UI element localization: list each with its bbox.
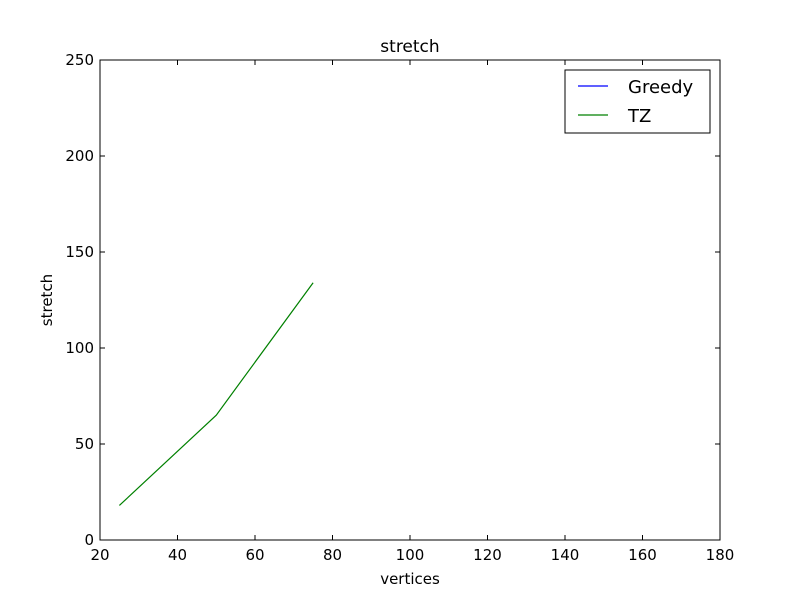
x-tick-label: 180 xyxy=(706,546,735,564)
y-tick-label: 200 xyxy=(65,147,94,165)
x-tick-label: 60 xyxy=(245,546,264,564)
y-tick-label: 0 xyxy=(84,531,94,549)
x-tick-label: 40 xyxy=(168,546,187,564)
x-tick-label: 160 xyxy=(628,546,657,564)
x-tick-label: 20 xyxy=(90,546,109,564)
x-tick-label: 140 xyxy=(551,546,580,564)
y-tick-label: 150 xyxy=(65,243,94,261)
y-axis-label: stretch xyxy=(38,274,56,326)
legend-box xyxy=(564,69,711,134)
legend-label-greedy: Greedy xyxy=(628,77,694,98)
series-line-tz xyxy=(118,282,314,506)
x-axis-label: vertices xyxy=(380,570,440,588)
x-tick-label: 120 xyxy=(473,546,502,564)
y-tick-label: 100 xyxy=(65,339,94,357)
y-tick-label: 50 xyxy=(75,435,94,453)
y-tick-label: 250 xyxy=(65,51,94,69)
x-tick-label: 100 xyxy=(396,546,425,564)
legend: Greedy TZ xyxy=(564,69,711,134)
plot-area: 20 40 60 80 100 120 140 160 180 0 50 100 150 200 250 xyxy=(65,51,734,564)
chart-title: stretch xyxy=(380,37,439,57)
legend-label-tz: TZ xyxy=(627,106,651,127)
x-tick-label: 80 xyxy=(323,546,342,564)
